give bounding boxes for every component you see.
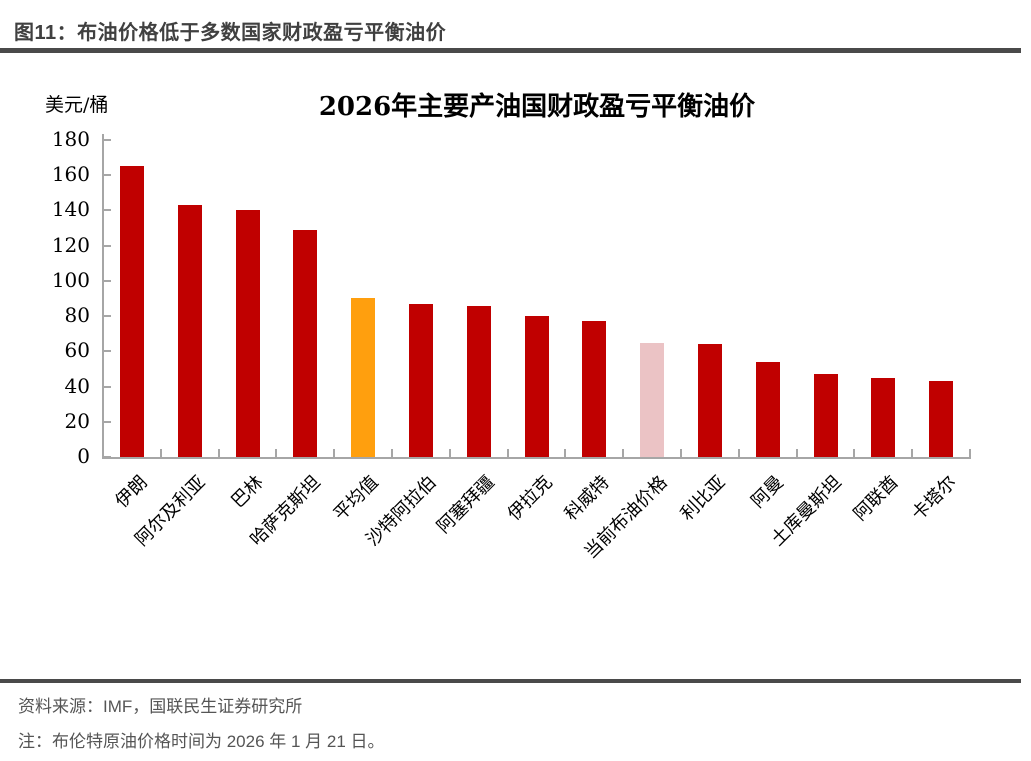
y-axis-tick [104,139,111,141]
y-axis-tick [104,456,111,458]
y-axis-tick-label: 160 [51,162,90,187]
y-axis-tick-label: 120 [51,232,90,257]
y-axis-unit-label: 美元/桶 [45,94,109,116]
bar-土库曼斯坦 [813,374,838,457]
y-axis-tick-label: 180 [51,127,90,151]
y-axis-tick [104,209,111,212]
x-axis-tick [795,449,798,457]
x-axis-line [102,457,971,459]
bar-阿塞拜疆 [466,306,491,457]
x-axis-label: 阿联酋 [849,471,903,525]
x-axis-tick [564,449,567,457]
y-axis-tick-label: 0 [77,444,90,468]
chart-title: 2026年主要产油国财政盈亏平衡油价 [318,92,756,122]
bar-阿曼 [755,362,780,457]
x-axis-tick [853,449,856,457]
bar-哈萨克斯坦 [293,230,318,457]
bar-沙特阿拉伯 [408,304,433,457]
x-axis-tick [680,449,682,457]
x-axis-label: 利比亚 [676,471,730,525]
x-axis-tick [622,449,625,457]
x-axis-label: 阿曼 [747,471,788,513]
x-axis-label: 伊朗 [111,471,152,513]
y-axis-tick [104,385,111,388]
y-axis-tick-label: 80 [64,303,90,328]
x-axis-label: 巴林 [226,471,268,513]
bar-科威特 [582,321,607,457]
y-axis-tick-label: 100 [51,267,90,292]
y-axis-tick-label: 60 [64,338,90,363]
bar-阿尔及利亚 [177,205,202,457]
y-axis-tick [104,420,111,423]
x-axis-tick [506,449,509,457]
x-axis-tick [969,449,971,457]
y-axis-tick [104,244,111,247]
footer-divider [0,679,1021,683]
y-axis-tick-label: 140 [51,197,90,222]
bar-当前布油价格 [640,343,665,457]
bar-巴林 [235,210,260,457]
y-axis-tick [104,279,111,282]
x-axis-tick [911,449,914,457]
x-axis-tick [217,449,220,457]
bar-卡塔尔 [929,381,954,457]
x-axis-tick [333,449,336,457]
source-text: 资料来源：IMF，国联民生证券研究所 [18,697,303,716]
x-axis-label: 伊拉克 [503,471,557,525]
y-axis-tick [104,315,111,318]
x-axis-tick [159,449,162,457]
bar-伊朗 [119,166,144,457]
y-axis-tick [104,350,111,353]
bar-利比亚 [697,344,722,457]
note-text: 注：布伦特原油价格时间为 2026 年 1 月 21 日。 [18,732,385,751]
x-axis-tick [275,449,278,457]
x-axis-tick [737,449,740,457]
x-axis-tick [448,449,451,457]
y-axis-line [102,134,104,459]
header-divider [0,48,1021,53]
bar-阿联酋 [871,378,896,457]
y-axis-tick [104,174,111,177]
x-axis-tick [102,449,104,457]
figure-header-title: 图11：布油价格低于多数国家财政盈亏平衡油价 [14,22,447,44]
bar-伊拉克 [524,316,549,457]
x-axis-tick [391,449,393,457]
y-axis-tick-label: 40 [64,373,90,398]
y-axis-tick-label: 20 [64,408,90,433]
x-axis-label: 卡塔尔 [907,471,961,525]
x-axis-label: 阿塞拜疆 [432,471,499,538]
bar-平均值 [351,298,376,457]
